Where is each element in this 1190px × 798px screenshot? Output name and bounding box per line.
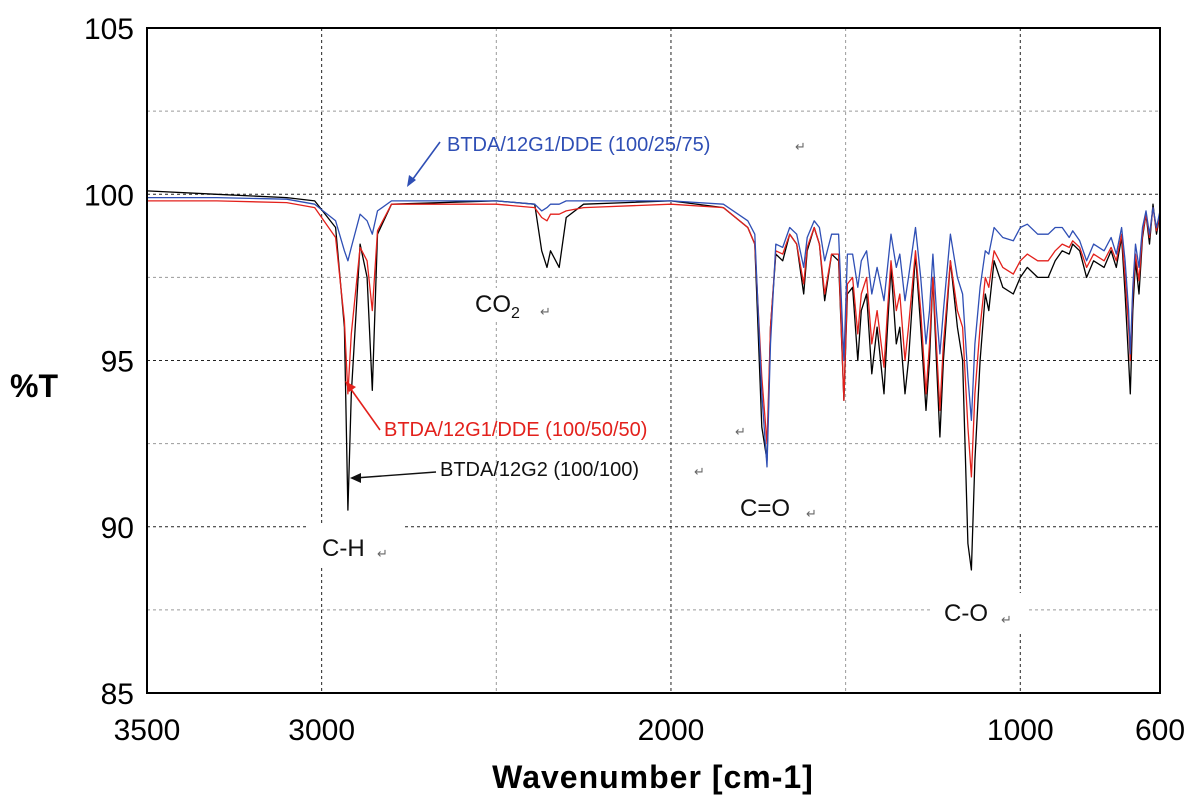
y-tick-label: 105 — [84, 13, 134, 46]
annotation-co2: CO2 ↵ — [475, 291, 551, 322]
y-tick-label: 100 — [84, 179, 134, 212]
series-line — [147, 196, 1161, 468]
return-mark: ↵ — [806, 506, 817, 521]
plot-frame — [146, 27, 1161, 694]
x-tick-label: 3000 — [288, 714, 355, 747]
x-tick-label: 600 — [1135, 714, 1185, 747]
annotation-arrow-red — [347, 384, 381, 431]
annotation-blue: BTDA/12G1/DDE (100/25/75) ↵ — [447, 134, 806, 156]
series-line — [147, 200, 1161, 478]
annotation-red-label: BTDA/12G1/DDE (100/50/50) — [384, 419, 647, 441]
co2-main: CO — [475, 291, 511, 318]
return-mark: ↵ — [540, 304, 551, 319]
x-tick-label: 1000 — [987, 714, 1054, 747]
ch-label: C-H — [322, 535, 365, 562]
y-tick-label: 85 — [101, 678, 134, 711]
c-double-o-label: C=O — [740, 495, 790, 522]
x-tick-label: 3500 — [114, 714, 181, 747]
spectrum-series — [146, 190, 1161, 571]
annotation-ch: C-H ↵ — [322, 535, 388, 562]
return-mark: ↵ — [694, 464, 705, 479]
x-tick-label: 2000 — [638, 714, 705, 747]
annotation-red: BTDA/12G1/DDE (100/50/50) ↵ — [384, 419, 746, 441]
return-mark: ↵ — [735, 424, 746, 439]
c-o-label: C-O — [944, 600, 988, 627]
return-mark: ↵ — [795, 139, 806, 154]
annotation-arrowhead-red — [345, 381, 356, 392]
annotation-c-double-o: C=O ↵ — [740, 495, 817, 522]
series-line — [146, 190, 1161, 571]
axis-ticks: 3500 3000 2000 1000 600 105 100 95 90 85 — [84, 13, 1185, 747]
y-axis-title: %T — [10, 368, 58, 404]
x-axis-title: Wavenumber [cm-1] — [492, 759, 814, 795]
annotation-arrow-black — [354, 471, 437, 479]
co2-label: CO2 — [475, 291, 520, 322]
annotation-arrow-blue — [409, 141, 441, 184]
annotation-arrowhead-black — [350, 473, 361, 483]
y-tick-label: 95 — [101, 346, 134, 379]
annotation-arrowhead-blue — [407, 175, 416, 187]
ch-label-backdrop — [306, 525, 404, 565]
c-o-label-backdrop — [930, 593, 1028, 633]
y-tick-label: 90 — [101, 512, 134, 545]
return-mark: ↵ — [1001, 612, 1012, 627]
annotation-black: BTDA/12G2 (100/100) ↵ — [440, 459, 705, 481]
co2-subscript: 2 — [511, 305, 520, 322]
annotation-c-o: C-O ↵ — [944, 600, 1012, 627]
c-double-o-label-backdrop — [730, 488, 830, 524]
annotation-black-label: BTDA/12G2 (100/100) — [440, 459, 639, 481]
return-mark: ↵ — [377, 546, 388, 561]
annotation-blue-label: BTDA/12G1/DDE (100/25/75) — [447, 134, 710, 156]
co2-label-backdrop — [462, 288, 556, 322]
